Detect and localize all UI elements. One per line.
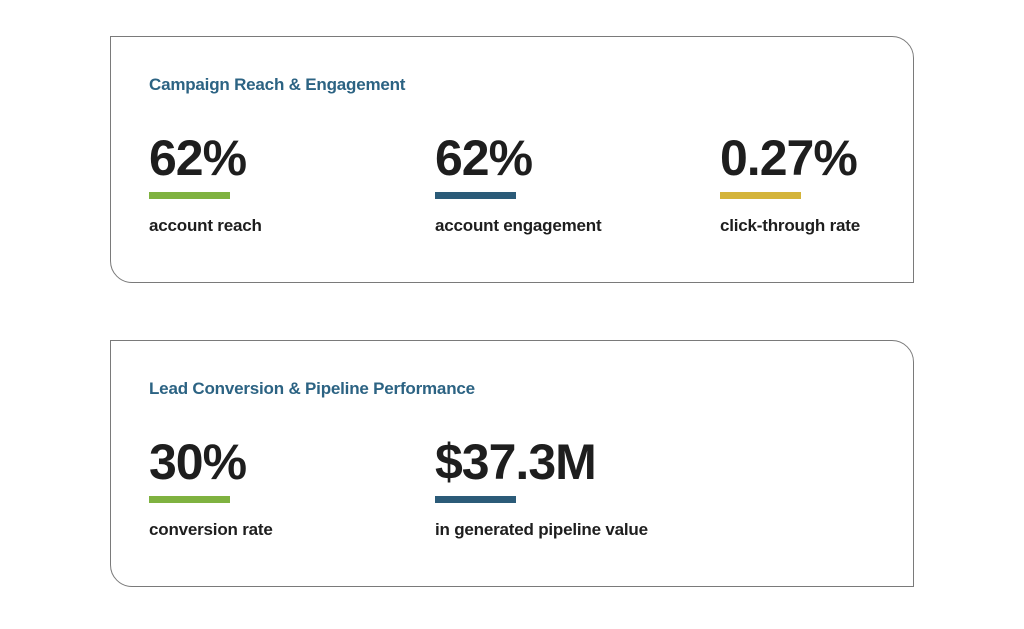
metric-value: 30%: [149, 434, 247, 490]
card-title: Lead Conversion & Pipeline Performance: [149, 379, 475, 398]
metric-label: account engagement: [435, 216, 602, 235]
metric-value: 62%: [435, 130, 533, 186]
accent-bar: [149, 496, 230, 503]
metric-label: click-through rate: [720, 216, 860, 235]
metric-value: 0.27%: [720, 130, 858, 186]
metric-pipeline-value: $37.3M in generated pipeline value: [435, 437, 648, 540]
metric-label: conversion rate: [149, 520, 273, 539]
metric-label: in generated pipeline value: [435, 520, 648, 539]
metric-click-through-rate: 0.27% click-through rate: [720, 133, 860, 236]
card-title: Campaign Reach & Engagement: [149, 75, 406, 94]
accent-bar: [149, 192, 230, 199]
metric-value: $37.3M: [435, 434, 597, 490]
metric-label: account reach: [149, 216, 262, 235]
accent-bar: [720, 192, 801, 199]
metric-value: 62%: [149, 130, 247, 186]
metric-account-engagement: 62% account engagement: [435, 130, 602, 236]
lead-conversion-card: Lead Conversion & Pipeline Performance 3…: [110, 340, 914, 587]
metric-account-reach: 62% account reach: [149, 133, 262, 236]
accent-bar: [435, 496, 516, 503]
metric-conversion-rate: 30% conversion rate: [149, 437, 273, 540]
campaign-reach-card: Campaign Reach & Engagement 62% account …: [110, 36, 914, 283]
accent-bar: [435, 192, 516, 199]
